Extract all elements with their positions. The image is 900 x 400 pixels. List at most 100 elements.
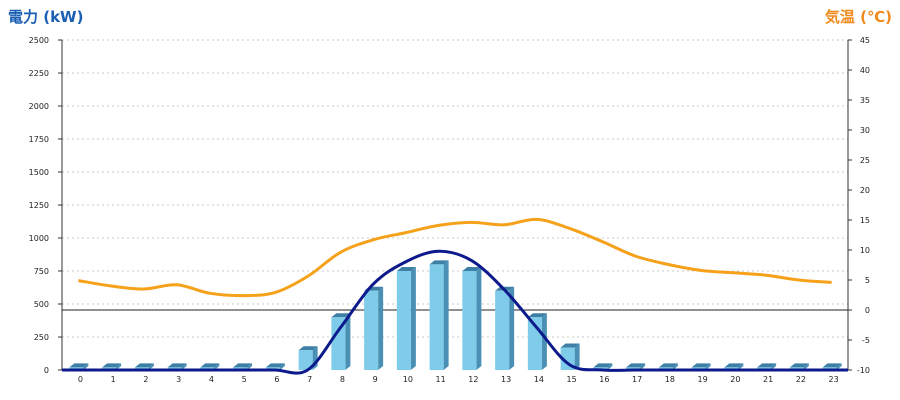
left-tick-label: 2000 (29, 102, 49, 111)
bar-top (298, 346, 318, 351)
right-tick-label: 25 (860, 156, 870, 165)
bar-side (574, 343, 580, 370)
left-tick-label: 2500 (29, 36, 49, 45)
right-tick-label: 45 (860, 36, 870, 45)
bar-top (396, 267, 416, 271)
x-tick-label: 16 (599, 375, 609, 384)
bar-top (134, 363, 154, 368)
bar-side (83, 363, 89, 370)
x-tick-label: 15 (567, 375, 577, 384)
bar-top (691, 363, 711, 368)
x-tick-label: 11 (436, 375, 446, 384)
x-tick-label: 7 (307, 375, 312, 384)
x-tick-label: 1 (111, 375, 116, 384)
bar (298, 350, 313, 370)
x-tick-label: 2 (143, 375, 148, 384)
right-tick-label: 15 (860, 216, 870, 225)
left-axis-title: 電力 (kW) (8, 8, 84, 26)
bar-top (527, 313, 547, 318)
bar-side (705, 363, 711, 370)
x-tick-label: 22 (796, 375, 806, 384)
x-tick-label: 21 (763, 375, 773, 384)
bar-side (214, 363, 220, 370)
bar (331, 317, 346, 370)
bar-side (410, 267, 416, 370)
x-tick-label: 18 (665, 375, 675, 384)
bar (396, 271, 411, 370)
bar-top (200, 363, 220, 368)
bar-top (757, 363, 777, 368)
bar-side (476, 267, 482, 370)
x-tick-label: 0 (78, 375, 83, 384)
bar-side (607, 363, 613, 370)
bar-side (509, 286, 515, 370)
bar-top (626, 363, 646, 368)
x-tick-label: 13 (501, 375, 511, 384)
x-tick-label: 6 (274, 375, 279, 384)
bar-side (803, 363, 809, 370)
x-tick-label: 19 (698, 375, 708, 384)
bar-top (233, 363, 253, 368)
right-tick-label: 35 (860, 96, 870, 105)
x-tick-label: 12 (468, 375, 478, 384)
left-tick-label: 0 (44, 366, 49, 375)
x-tick-label: 17 (632, 375, 642, 384)
right-tick-label: -5 (862, 336, 870, 345)
x-tick-label: 10 (403, 375, 413, 384)
left-tick-label: 1500 (29, 168, 49, 177)
temperature-line (78, 217, 832, 298)
bar-side (279, 363, 285, 370)
right-tick-label: -10 (857, 366, 870, 375)
left-tick-label: 250 (34, 333, 49, 342)
x-tick-label: 3 (176, 375, 181, 384)
bar-side (771, 363, 777, 370)
right-tick-label: 30 (860, 126, 870, 135)
right-tick-label: 10 (860, 246, 870, 255)
x-tick-label: 23 (829, 375, 839, 384)
bar-top (593, 363, 613, 368)
bar (364, 290, 379, 370)
x-tick-label: 20 (730, 375, 740, 384)
bar-top (167, 363, 187, 368)
bar-top (69, 363, 89, 368)
x-tick-label: 5 (242, 375, 247, 384)
left-tick-label: 500 (34, 300, 49, 309)
bar (429, 264, 444, 370)
right-tick-label: 40 (860, 66, 870, 75)
bar-side (378, 286, 384, 370)
right-tick-label: 20 (860, 186, 870, 195)
right-axis-title: 気温 (℃) (824, 8, 892, 26)
bar-top (429, 260, 449, 265)
bar-side (345, 313, 351, 370)
x-tick-label: 8 (340, 375, 345, 384)
left-tick-label: 750 (34, 267, 49, 276)
left-tick-label: 1250 (29, 201, 49, 210)
bar-top (462, 267, 482, 271)
bar-side (672, 363, 678, 370)
bar-side (640, 363, 646, 370)
bar-side (443, 260, 449, 370)
bar-top (560, 343, 580, 348)
right-tick-label: 0 (865, 306, 870, 315)
bar-top (331, 313, 351, 318)
bar-top (102, 363, 122, 368)
bar-side (181, 363, 187, 370)
left-tick-label: 1750 (29, 135, 49, 144)
bar (495, 290, 510, 370)
x-tick-label: 4 (209, 375, 214, 384)
x-tick-label: 14 (534, 375, 544, 384)
bar-top (789, 363, 809, 368)
bar-side (148, 363, 154, 370)
power-line (61, 249, 848, 375)
bar-side (836, 363, 842, 370)
left-tick-label: 1000 (29, 234, 49, 243)
bar-side (116, 363, 122, 370)
bar-side (541, 313, 547, 370)
bar (462, 271, 477, 370)
bar-top (658, 363, 678, 368)
right-tick-label: 5 (865, 276, 870, 285)
bar-side (738, 363, 744, 370)
x-tick-label: 9 (373, 375, 378, 384)
bar-top (265, 363, 285, 368)
